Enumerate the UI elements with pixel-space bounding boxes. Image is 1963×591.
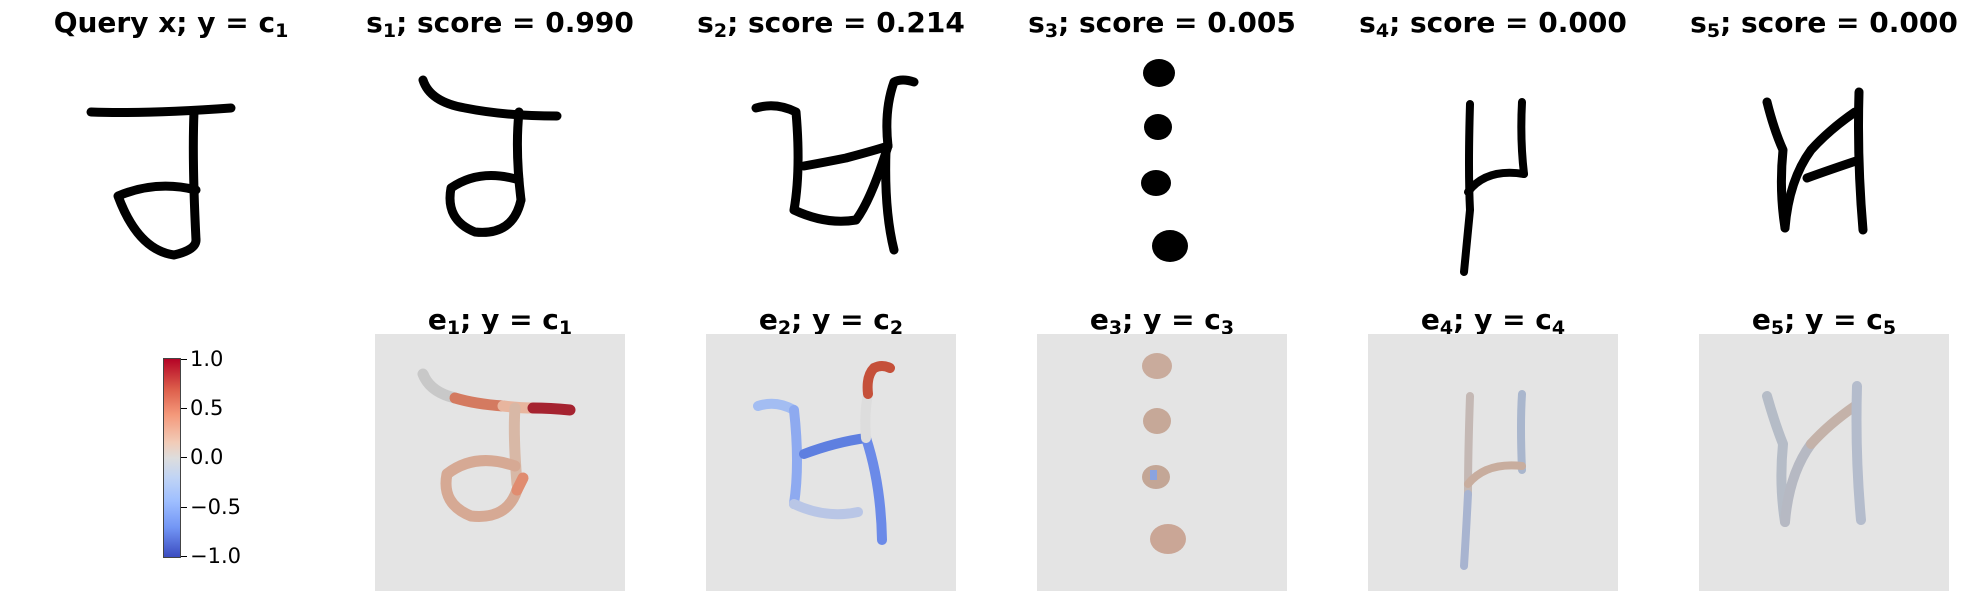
explanation-panel-4 [1368,334,1618,591]
support-title-2: s2; score = 0.214 [697,6,965,42]
explain-title-5: e5; y = c5 [1751,303,1897,339]
colorbar-tick-mark [181,457,187,458]
score-text-4: ; score = 0.000 [1389,6,1627,39]
colorbar-tick-mark [181,359,187,360]
support-glyph-3 [1141,59,1188,262]
score-text-5: ; score = 0.000 [1720,6,1958,39]
explanation-heatmap-1 [417,368,576,522]
colorbar-tick-label: 0.0 [190,445,224,469]
explanation-panel-1 [375,334,625,591]
support-glyph-4 [1460,98,1528,276]
explanation-heatmap-2 [753,361,895,545]
support-title-5: s5; score = 0.000 [1690,6,1958,42]
colorbar-tick-label: −0.5 [190,495,241,519]
colorbar-tick-mark [181,408,187,409]
colorbar [163,358,181,558]
support-title-1: s1; score = 0.990 [366,6,634,42]
query-class-sub: 1 [275,20,289,42]
explanation-heatmap-5 [1762,381,1866,527]
support-glyph-2 [751,75,919,255]
colorbar-tick-label: 0.5 [190,396,224,420]
score-text-2: ; score = 0.214 [727,6,965,39]
query-title-text: Query x; y [53,6,216,39]
colorbar-tick-mark [181,507,187,508]
support-title-3: s3; score = 0.005 [1028,6,1296,42]
support-title-4: s4; score = 0.000 [1359,6,1627,42]
explain-title-3: e3; y = c3 [1089,303,1235,339]
query-title: Query x; y = c1 [53,6,289,42]
explain-title-4: e4; y = c4 [1420,303,1566,339]
colorbar-tick-label: 1.0 [190,347,224,371]
query-class: c [258,6,276,39]
explanation-panel-5 [1699,334,1949,591]
explanation-heatmap-3 [1142,353,1186,554]
support-glyph-1 [418,75,562,237]
explanation-heatmap-4 [1460,390,1526,570]
query-glyph-image [86,103,236,260]
score-text-3: ; score = 0.005 [1058,6,1296,39]
score-text-1: ; score = 0.990 [396,6,634,39]
explanation-panel-2 [706,334,956,591]
colorbar-tick-label: −1.0 [190,544,241,568]
colorbar-tick-mark [181,556,187,557]
explanation-panel-3 [1037,334,1287,591]
explain-title-2: e2; y = c2 [758,303,904,339]
support-glyph-5 [1762,87,1868,235]
explain-title-1: e1; y = c1 [427,303,573,339]
